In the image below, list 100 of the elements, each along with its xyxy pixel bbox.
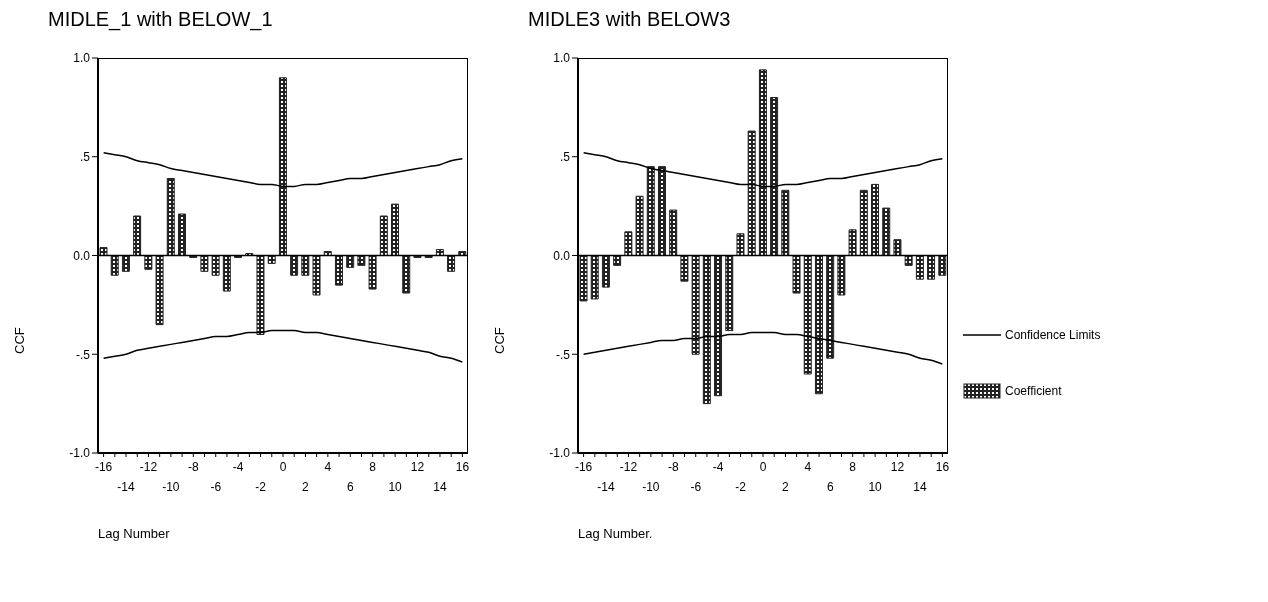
y-tick-label: -.5 xyxy=(555,347,571,362)
bar xyxy=(613,255,622,266)
bar xyxy=(871,183,880,256)
x-tick-label: 0 xyxy=(279,460,287,474)
bar xyxy=(680,255,689,282)
x-tick-label: -14 xyxy=(117,480,136,494)
x-tick-label: 0 xyxy=(759,460,767,474)
legend-label: Coefficient xyxy=(1005,383,1062,398)
x-tick-label: 2 xyxy=(302,480,310,494)
bar xyxy=(882,207,891,256)
y-tick-label: 0.0 xyxy=(553,248,571,263)
bar xyxy=(590,255,599,300)
bar xyxy=(155,255,164,326)
bar xyxy=(927,255,936,280)
x-tick-label: 10 xyxy=(388,480,403,494)
x-tick-label: -10 xyxy=(642,480,660,494)
bar xyxy=(792,255,801,294)
bar xyxy=(635,195,644,256)
chart-title: MIDLE3 with BELOW3 xyxy=(528,8,731,31)
bar xyxy=(601,255,610,288)
bar xyxy=(803,255,812,375)
y-tick-label: -.5 xyxy=(75,347,91,362)
bar xyxy=(346,255,355,268)
bar xyxy=(938,255,947,276)
y-tick-label: 0.0 xyxy=(73,248,91,263)
bar xyxy=(166,177,175,256)
bar xyxy=(312,255,321,296)
bar xyxy=(357,255,366,266)
x-tick-label: -10 xyxy=(162,480,180,494)
x-tick-label: 12 xyxy=(890,460,905,474)
bar xyxy=(379,215,388,256)
bar xyxy=(747,130,756,256)
bar xyxy=(222,255,231,292)
line-series xyxy=(102,329,464,363)
y-tick-label: -1.0 xyxy=(549,446,571,461)
line-series xyxy=(582,152,944,188)
x-tick-label: 10 xyxy=(868,480,883,494)
x-tick-label: 14 xyxy=(433,480,447,494)
x-tick-label: 16 xyxy=(455,460,470,474)
bar xyxy=(278,77,287,256)
x-tick-label: 12 xyxy=(410,460,425,474)
x-tick-label: 8 xyxy=(849,460,857,474)
bar xyxy=(402,255,411,294)
x-tick-label: -6 xyxy=(690,480,702,494)
x-tick-label: -16 xyxy=(94,460,113,474)
bar xyxy=(121,255,130,272)
bar xyxy=(177,213,186,256)
x-tick-label: -14 xyxy=(597,480,616,494)
bar xyxy=(691,255,700,355)
bar xyxy=(624,231,633,256)
bar xyxy=(657,166,666,256)
x-tick-label: -2 xyxy=(255,480,267,494)
bar xyxy=(447,255,456,272)
bar xyxy=(714,255,723,397)
line-series xyxy=(102,152,464,188)
bar xyxy=(814,255,823,395)
bar xyxy=(781,189,790,256)
bar xyxy=(702,255,711,405)
bar xyxy=(770,97,779,256)
x-axis-title: Lag Number. xyxy=(578,526,653,541)
y-tick-label: 1.0 xyxy=(553,51,571,66)
bar xyxy=(133,215,142,256)
chart-title: MIDLE_1 with BELOW_1 xyxy=(48,8,273,31)
x-tick-label: -4 xyxy=(712,460,724,474)
x-tick-label: 4 xyxy=(804,460,812,474)
y-tick-label: 1.0 xyxy=(73,51,91,66)
bar xyxy=(915,255,924,280)
x-tick-label: -4 xyxy=(232,460,244,474)
bar xyxy=(758,69,767,256)
y-axis-title: CCF xyxy=(12,327,27,355)
bar xyxy=(290,255,299,276)
x-tick-label: 2 xyxy=(782,480,790,494)
x-tick-label: -8 xyxy=(667,460,679,474)
bar xyxy=(669,209,678,256)
bar xyxy=(893,239,902,256)
legend-label: Confidence Limits xyxy=(1005,327,1101,342)
bar xyxy=(368,255,377,290)
x-tick-label: 8 xyxy=(369,460,377,474)
bar xyxy=(200,255,209,272)
bar xyxy=(301,255,310,276)
x-tick-label: -12 xyxy=(139,460,158,474)
x-tick-label: 6 xyxy=(346,480,354,494)
bar xyxy=(904,255,913,266)
x-tick-label: -6 xyxy=(210,480,222,494)
x-tick-label: -16 xyxy=(574,460,593,474)
bar xyxy=(736,233,745,256)
y-tick-label: .5 xyxy=(559,150,571,165)
bar xyxy=(391,203,400,256)
bar xyxy=(579,255,588,302)
bar xyxy=(646,166,655,256)
bar xyxy=(826,255,835,359)
bar xyxy=(144,255,153,270)
x-axis-title: Lag Number xyxy=(98,526,170,541)
bar xyxy=(334,255,343,286)
bar xyxy=(725,255,734,332)
bar xyxy=(256,255,265,335)
x-tick-label: 14 xyxy=(913,480,927,494)
y-axis-title: CCF xyxy=(492,327,507,355)
bar xyxy=(110,255,119,276)
x-tick-label: -12 xyxy=(619,460,638,474)
